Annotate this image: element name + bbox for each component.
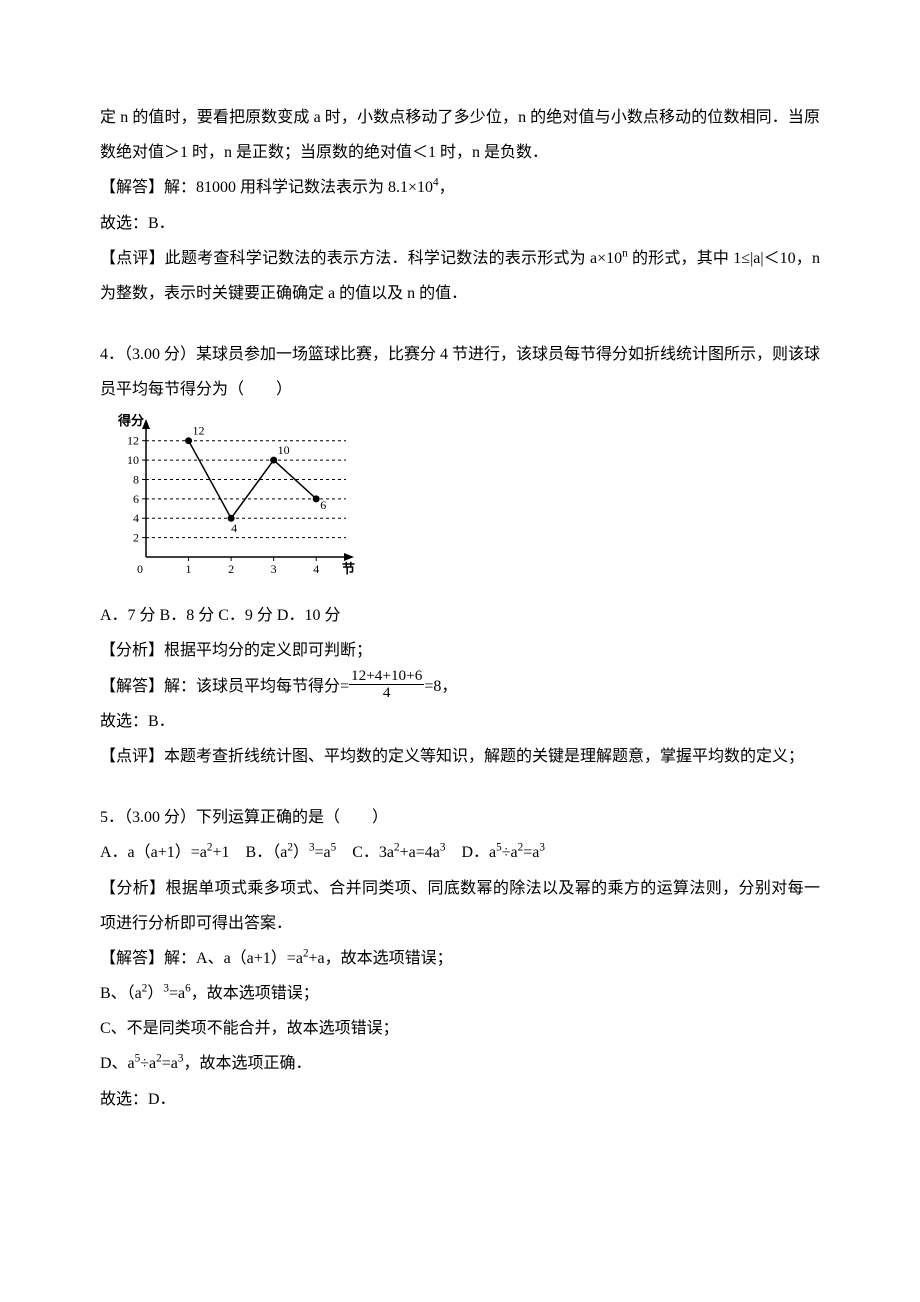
svg-text:2: 2 xyxy=(133,531,139,545)
fraction-num: 12+4+10+6 xyxy=(349,668,424,686)
svg-text:1: 1 xyxy=(186,562,192,576)
opt-a-1: A．a（a+1）=a xyxy=(100,844,207,861)
sa-2: +a，故本选项错误； xyxy=(309,950,453,967)
label-comment: 【点评】 xyxy=(100,748,164,765)
sd-2: ÷a xyxy=(140,1055,156,1072)
svg-text:4: 4 xyxy=(133,511,139,525)
svg-text:12: 12 xyxy=(127,434,139,448)
opt-c-1: C．3a xyxy=(336,844,394,861)
sb-2: ） xyxy=(147,985,163,1002)
svg-text:3: 3 xyxy=(271,562,277,576)
q3-comment: 【点评】此题考查科学记数法的表示方法．科学记数法的表示形式为 a×10n 的形式… xyxy=(100,241,820,311)
q4-solve-lead: 解：该球员平均每节得分= xyxy=(164,678,349,695)
q3-solve-tail: ， xyxy=(439,179,455,196)
q3-solve-body: 解：81000 用科学记数法表示为 8.1×10 xyxy=(164,179,433,196)
svg-text:0: 0 xyxy=(137,562,143,576)
opt-c-2: +a=4a xyxy=(400,844,440,861)
opt-d-sup3: 3 xyxy=(539,842,545,854)
sb-3: =a xyxy=(169,985,185,1002)
sa-1: 解：A、a（a+1）=a xyxy=(164,950,303,967)
opt-d-3: =a xyxy=(523,844,539,861)
q5-solve-a: 【解答】解：A、a（a+1）=a2+a，故本选项错误； xyxy=(100,941,820,976)
q4-analysis: 【分析】根据平均分的定义即可判断； xyxy=(100,633,820,668)
q5-solve-c: C、不是同类项不能合并，故本选项错误； xyxy=(100,1011,820,1046)
svg-text:2: 2 xyxy=(228,562,234,576)
q4-answer: 故选：B． xyxy=(100,704,820,739)
sb-1: B、（a xyxy=(100,985,142,1002)
fraction-den: 4 xyxy=(349,685,424,702)
label-solve: 【解答】 xyxy=(100,678,164,695)
q5-options: A．a（a+1）=a2+1 B．（a2）3=a5 C．3a2+a=4a3 D．a… xyxy=(100,835,820,870)
svg-text:6: 6 xyxy=(133,492,139,506)
q4-chart: 2468101201234得分节124106 xyxy=(100,411,820,594)
svg-text:4: 4 xyxy=(231,521,237,535)
q5-answer: 故选：D． xyxy=(100,1082,820,1117)
q4-comment: 【点评】本题考查折线统计图、平均数的定义等知识，解题的关键是理解题意，掌握平均数… xyxy=(100,739,820,774)
q4-solve: 【解答】解：该球员平均每节得分=12+4+10+64=8， xyxy=(100,669,820,705)
sd-3: =a xyxy=(162,1055,178,1072)
q5-analysis-body: 根据单项式乘多项式、合并同类项、同底数幂的除法以及幂的乘方的运算法则，分别对每一… xyxy=(100,880,820,932)
svg-text:10: 10 xyxy=(278,443,290,457)
line-chart-svg: 2468101201234得分节124106 xyxy=(100,411,360,581)
svg-text:4: 4 xyxy=(313,562,319,576)
q5-analysis: 【分析】根据单项式乘多项式、合并同类项、同底数幂的除法以及幂的乘方的运算法则，分… xyxy=(100,871,820,941)
opt-a-2: +1 xyxy=(213,844,230,861)
label-solve: 【解答】 xyxy=(100,950,164,967)
q3-solve: 【解答】解：81000 用科学记数法表示为 8.1×104， xyxy=(100,170,820,205)
label-analysis: 【分析】 xyxy=(100,642,164,659)
opt-b-1: B．（a xyxy=(230,844,288,861)
q4-options: A．7 分 B．8 分 C．9 分 D．10 分 xyxy=(100,598,820,633)
svg-text:节: 节 xyxy=(342,561,355,576)
q5-stem: 5．（3.00 分）下列运算正确的是（ ） xyxy=(100,800,820,835)
q5-solve-d: D、a5÷a2=a3，故本选项正确． xyxy=(100,1046,820,1081)
label-solve: 【解答】 xyxy=(100,179,164,196)
label-analysis: 【分析】 xyxy=(100,880,166,897)
q4-analysis-body: 根据平均分的定义即可判断； xyxy=(164,642,372,659)
opt-d-1: D．a xyxy=(445,844,496,861)
opt-b-3: =a xyxy=(315,844,331,861)
svg-text:得分: 得分 xyxy=(117,413,144,428)
q4-solve-tail: =8， xyxy=(424,678,457,695)
q4-comment-body: 本题考查折线统计图、平均数的定义等知识，解题的关键是理解题意，掌握平均数的定义； xyxy=(164,748,804,765)
opt-d-2: ÷a xyxy=(502,844,518,861)
sb-4: ，故本选项错误； xyxy=(191,985,319,1002)
opt-b-2: ） xyxy=(293,844,309,861)
q3-comment-a: 此题考查科学记数法的表示方法．科学记数法的表示形式为 a×10 xyxy=(165,250,622,267)
sd-1: D、a xyxy=(100,1055,135,1072)
svg-text:8: 8 xyxy=(133,473,139,487)
q3-analysis-tail: 定 n 的值时，要看把原数变成 a 时，小数点移动了多少位，n 的绝对值与小数点… xyxy=(100,100,820,170)
q5-solve-b: B、（a2）3=a6，故本选项错误； xyxy=(100,976,820,1011)
q3-answer: 故选：B． xyxy=(100,206,820,241)
q4-stem: 4．（3.00 分）某球员参加一场篮球比赛，比赛分 4 节进行，该球员每节得分如… xyxy=(100,337,820,407)
svg-text:12: 12 xyxy=(193,424,205,438)
q4-fraction: 12+4+10+64 xyxy=(349,668,424,702)
svg-text:6: 6 xyxy=(320,498,326,512)
label-comment: 【点评】 xyxy=(100,250,165,267)
sd-4: ，故本选项正确． xyxy=(183,1055,311,1072)
svg-text:10: 10 xyxy=(127,453,139,467)
